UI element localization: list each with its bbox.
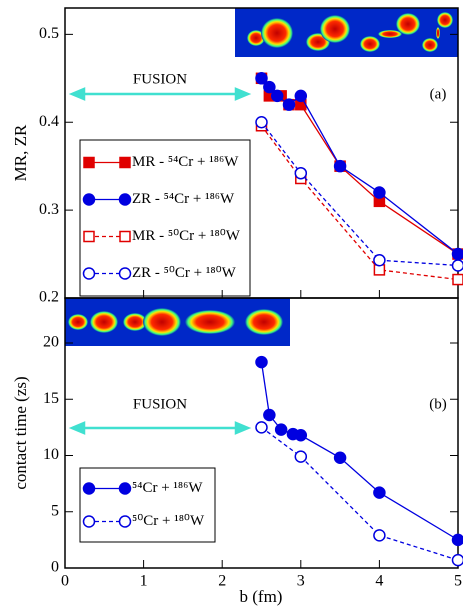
x-tick-label: 4 [375, 573, 383, 590]
marker [373, 186, 386, 199]
legend-label: ZR - ⁵⁴Cr + ¹⁸⁶W [132, 191, 235, 207]
legend-marker [82, 193, 96, 206]
marker [263, 408, 276, 422]
legend-box [79, 139, 251, 297]
marker [333, 451, 347, 464]
x-tick-label: 1 [140, 573, 148, 590]
y-axis-label: MR, ZR [11, 124, 30, 181]
y-tick-label: 0.2 [39, 289, 59, 306]
marker [255, 72, 268, 85]
legend-marker [119, 230, 131, 243]
y-axis-label: contact time (zs) [11, 376, 30, 489]
legend-marker [82, 515, 96, 528]
marker [294, 166, 308, 180]
y-tick-label: 5 [51, 502, 59, 519]
marker [282, 98, 296, 111]
marker [373, 529, 386, 542]
y-tick-label: 0.5 [39, 25, 59, 42]
legend-marker [118, 267, 132, 280]
y-tick-label: 0.4 [39, 113, 59, 130]
x-tick-label: 2 [218, 573, 226, 590]
density-images-b [65, 298, 290, 346]
marker [451, 533, 463, 547]
x-tick-label: 5 [454, 573, 462, 590]
y-tick-label: 20 [43, 334, 59, 351]
legend-box [79, 467, 216, 543]
x-axis-label: b (fm) [240, 587, 283, 606]
marker [373, 253, 386, 267]
legend-marker [82, 267, 96, 280]
x-tick-label: 0 [61, 573, 69, 590]
legend-marker [118, 482, 132, 495]
marker [294, 450, 308, 463]
marker [333, 159, 347, 173]
marker [274, 423, 288, 436]
y-tick-label: 15 [43, 390, 59, 407]
legend-marker [118, 193, 132, 206]
legend-label: MR - ⁵⁰Cr + ¹⁸⁰W [132, 228, 241, 244]
panel-label: (b) [429, 396, 447, 412]
marker [451, 553, 463, 567]
legend-label: MR - ⁵⁴Cr + ¹⁸⁶W [132, 154, 239, 170]
marker [263, 80, 276, 94]
y-tick-label: 0.3 [39, 201, 59, 218]
y-tick-label: 0 [51, 559, 59, 576]
marker [294, 429, 308, 442]
panel-label: (a) [430, 86, 447, 102]
legend-marker [119, 156, 131, 169]
marker [294, 89, 308, 103]
x-tick-label: 3 [297, 573, 305, 590]
marker [373, 486, 386, 499]
plot-frame [64, 297, 459, 569]
legend-label: ⁵⁴Cr + ¹⁸⁶W [132, 480, 203, 496]
marker [451, 259, 463, 272]
y-tick-label: 10 [43, 446, 59, 463]
marker [451, 247, 463, 261]
annotation: FUSION [133, 396, 187, 412]
annotation: FUSION [133, 71, 187, 87]
marker [452, 273, 463, 286]
series-line [260, 362, 459, 541]
legend-marker [118, 515, 132, 528]
legend-label: ZR - ⁵⁰Cr + ¹⁸⁰W [132, 265, 237, 281]
legend-marker [83, 230, 95, 243]
series-line [260, 125, 459, 281]
marker [255, 355, 268, 369]
legend-marker [83, 156, 95, 169]
marker [255, 115, 268, 129]
marker [255, 421, 268, 434]
fusion-arrows [68, 87, 252, 435]
series-line [260, 121, 459, 267]
legend-marker [82, 482, 96, 495]
series-line [261, 426, 459, 561]
density-images-a [235, 8, 458, 57]
legend-label: ⁵⁰Cr + ¹⁸⁰W [132, 513, 205, 529]
marker [270, 89, 284, 103]
